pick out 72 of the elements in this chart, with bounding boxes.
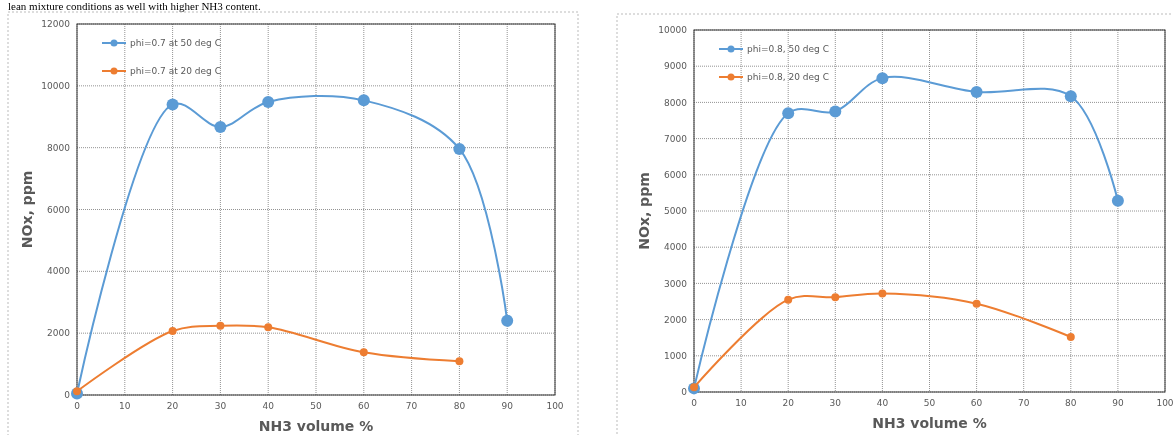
y-tick-label: 12000	[41, 19, 71, 30]
y-tick-label: 4000	[47, 266, 71, 277]
legend-label: phi=0.8, 50 deg C	[747, 44, 829, 55]
point	[829, 105, 842, 118]
y-axis-title: NOx, ppm	[636, 172, 652, 250]
point	[264, 323, 273, 332]
point	[501, 314, 514, 327]
point	[453, 142, 466, 155]
y-tick-label: 5000	[664, 206, 688, 217]
point	[876, 72, 889, 85]
point	[784, 295, 793, 304]
x-tick-label: 30	[829, 398, 842, 408]
y-tick-label: 2000	[47, 328, 71, 339]
x-tick-label: 100	[546, 401, 564, 411]
y-tick-label: 6000	[664, 169, 688, 180]
y-tick-label: 7000	[664, 133, 688, 144]
x-tick-label: 0	[691, 398, 698, 408]
x-tick-label: 60	[970, 398, 983, 408]
x-tick-label: 80	[453, 401, 466, 411]
point	[168, 327, 177, 335]
point	[262, 95, 275, 108]
y-tick-label: 3000	[664, 278, 688, 289]
x-tick-label: 10	[119, 401, 131, 411]
x-tick-label: 50	[923, 398, 936, 408]
point	[878, 289, 887, 298]
y-tick-label: 10000	[658, 25, 688, 36]
y-tick-label: 8000	[664, 97, 688, 108]
x-tick-label: 60	[358, 401, 370, 411]
x-tick-label: 90	[1112, 398, 1124, 408]
legend-label: phi=0.8, 20 deg C	[747, 72, 829, 83]
y-tick-label: 1000	[664, 350, 688, 361]
y-tick-label: 0	[64, 390, 71, 401]
y-tick-label: 10000	[41, 80, 71, 91]
y-axis-title: NOx, ppm	[19, 170, 35, 249]
x-tick-label: 70	[1017, 398, 1030, 408]
point	[214, 120, 227, 133]
point	[1111, 194, 1124, 207]
point	[1066, 332, 1075, 341]
x-tick-label: 10	[735, 398, 748, 408]
point	[970, 85, 983, 98]
legend-label: phi=0.7 at 20 deg C	[130, 66, 221, 77]
x-tick-label: 70	[405, 401, 418, 411]
x-tick-label: 30	[214, 401, 227, 411]
x-axis-title: NH3 volume %	[872, 415, 987, 431]
point	[831, 293, 840, 302]
point	[455, 357, 464, 366]
x-axis-title: NH3 volume %	[258, 418, 374, 434]
x-tick-label: 0	[74, 401, 81, 411]
x-tick-label: 50	[310, 401, 322, 411]
y-tick-label: 8000	[47, 142, 71, 153]
y-tick-label: 9000	[664, 61, 688, 72]
point	[216, 321, 225, 330]
x-tick-label: 20	[782, 398, 795, 408]
x-tick-label: 90	[501, 401, 514, 411]
x-tick-label: 20	[166, 401, 179, 411]
text: lean mixture conditions as well with higher NH3 content.	[8, 0, 261, 12]
point	[73, 387, 81, 396]
x-tick-label: 40	[876, 398, 889, 408]
point	[1064, 90, 1077, 103]
y-tick-label: 2000	[664, 314, 688, 325]
x-tick-label: 100	[1156, 398, 1173, 408]
point	[359, 348, 368, 357]
point	[782, 107, 795, 120]
legend-label: phi=0.7 at 50 deg C	[130, 38, 221, 49]
y-tick-label: 0	[681, 387, 688, 398]
x-tick-label: 40	[262, 401, 275, 411]
point	[166, 98, 179, 111]
y-tick-label: 6000	[47, 204, 71, 215]
y-tick-label: 4000	[664, 242, 688, 253]
point	[357, 94, 370, 107]
point	[972, 299, 981, 308]
x-tick-label: 80	[1065, 398, 1077, 408]
